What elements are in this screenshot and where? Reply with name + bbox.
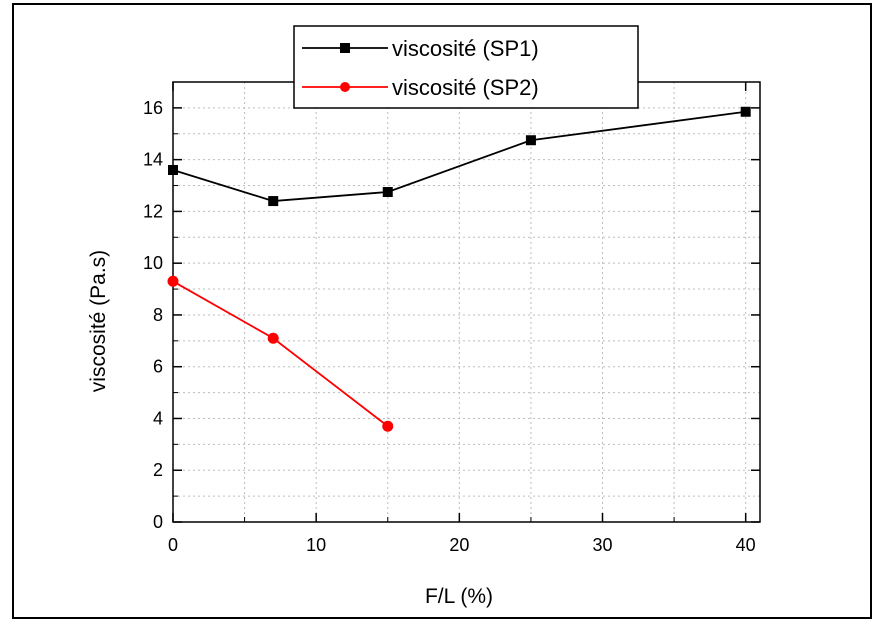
x-tick-label: 40 — [736, 535, 756, 555]
legend: viscosité (SP1) viscosité (SP2) — [293, 25, 639, 109]
grid — [173, 82, 760, 522]
data-point-sp1 — [168, 165, 178, 175]
x-tick-label: 20 — [449, 535, 469, 555]
y-tick-label: 10 — [143, 253, 163, 273]
data-point-sp1 — [268, 196, 279, 207]
y-tick-label: 14 — [143, 150, 163, 170]
legend-box — [293, 25, 639, 109]
tick-labels: 0 10 20 30 40 0 2 4 6 8 10 12 14 16 — [143, 98, 756, 555]
y-tick-label: 6 — [153, 357, 163, 377]
y-tick-label: 4 — [153, 408, 163, 428]
plot-area-border — [172, 81, 761, 523]
y-tick-label: 0 — [153, 512, 163, 532]
data-point-sp2 — [167, 275, 179, 287]
y-tick-label: 8 — [153, 305, 163, 325]
axes — [172, 81, 761, 523]
series-line-2 — [172, 280, 389, 427]
data-point-sp1 — [525, 135, 536, 146]
y-tick-label: 12 — [143, 201, 163, 221]
legend-marker-2 — [340, 82, 350, 92]
x-tick-label: 10 — [306, 535, 326, 555]
series — [167, 106, 751, 432]
x-tick-label: 30 — [592, 535, 612, 555]
legend-label-2: viscosité (SP2) — [392, 75, 539, 100]
legend-marker-1 — [340, 43, 350, 53]
data-point-sp2 — [382, 420, 394, 432]
legend-label-1: viscosité (SP1) — [392, 36, 539, 61]
data-point-sp2 — [267, 332, 279, 344]
y-tick-label: 16 — [143, 98, 163, 118]
x-tick-label: 0 — [168, 535, 178, 555]
x-axis-label: F/L (%) — [425, 585, 493, 608]
data-point-sp1 — [382, 187, 393, 197]
y-tick-label: 2 — [153, 460, 163, 480]
data-point-sp1 — [740, 106, 751, 117]
y-axis-label: viscosité (Pa.s) — [87, 250, 110, 392]
